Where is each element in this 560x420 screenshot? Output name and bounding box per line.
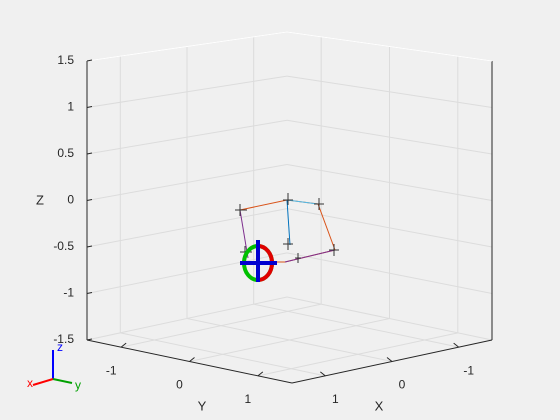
z-tick-label: -1 xyxy=(63,286,74,300)
y-grid-line xyxy=(121,303,322,348)
y-tick-label: -1 xyxy=(106,363,117,377)
z-axis-label: Z xyxy=(36,192,44,207)
robot xyxy=(235,193,339,282)
axis-edge xyxy=(86,31,288,62)
z-tick xyxy=(86,152,93,155)
x-axis-label: X xyxy=(375,398,384,413)
x-tick xyxy=(386,357,393,362)
axes-box xyxy=(86,31,493,384)
y-tick-label: 0 xyxy=(176,378,183,392)
triad-z-label: z xyxy=(57,340,63,354)
y-tick xyxy=(189,357,195,362)
triad-y xyxy=(52,378,73,384)
y-axis-label: Y xyxy=(198,398,207,413)
axis-edge xyxy=(286,31,493,62)
y-tick xyxy=(120,342,127,348)
robot-link xyxy=(284,249,336,263)
y-tick xyxy=(257,371,264,377)
z-tick xyxy=(86,338,93,341)
z-tick xyxy=(86,292,93,294)
z-tick xyxy=(86,245,93,248)
x-tick xyxy=(320,371,326,377)
z-tick xyxy=(86,106,93,108)
x-tick xyxy=(453,342,459,348)
z-tick-label: 1 xyxy=(67,100,74,114)
z-tick-label: 0 xyxy=(67,193,74,207)
x-tick-label: 0 xyxy=(399,378,406,392)
y-tick-label: 1 xyxy=(244,392,251,406)
triad-x-label: x xyxy=(27,376,33,390)
robot-link xyxy=(286,199,291,246)
z-tick-label: 0.5 xyxy=(57,146,74,160)
x-tick-label: -1 xyxy=(463,363,474,377)
z-tick-label: 1.5 xyxy=(57,53,74,67)
y-grid-line xyxy=(257,332,458,377)
robot-link xyxy=(286,199,319,205)
triad-x xyxy=(32,378,54,386)
triad-y-label: y xyxy=(75,378,81,392)
robot-link xyxy=(239,199,336,263)
z-tick-label: -0.5 xyxy=(53,239,74,253)
y-grid-line xyxy=(189,318,390,362)
z-tick xyxy=(86,59,93,62)
triad: z x y xyxy=(27,340,81,392)
z-tick-label: -1.5 xyxy=(53,332,74,346)
x-tick-label: 1 xyxy=(332,392,339,406)
z-tick xyxy=(86,199,93,201)
